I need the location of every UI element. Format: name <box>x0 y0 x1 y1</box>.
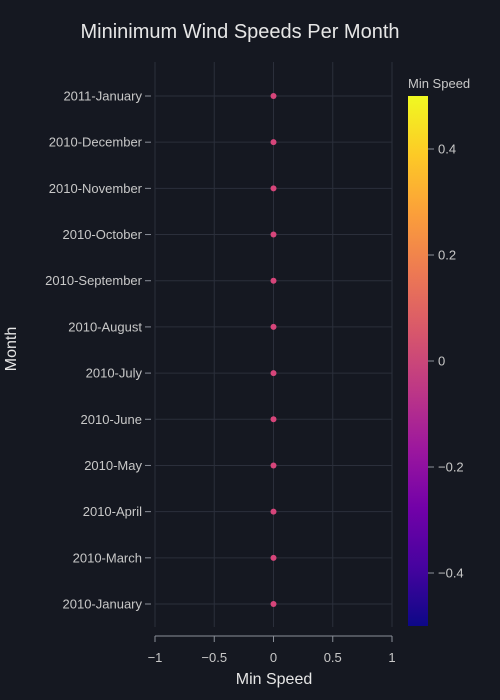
y-tick-label: 2010-June <box>81 412 142 427</box>
x-axis: −1 −0.5 0 0.5 1 <box>148 635 396 665</box>
data-point[interactable] <box>270 185 277 192</box>
y-tick-label: 2010-July <box>86 366 143 381</box>
y-tick-label: 2010-March <box>73 550 142 565</box>
chart-title: Mininimum Wind Speeds Per Month <box>80 21 399 43</box>
data-points <box>270 93 277 607</box>
x-tick-label: 0 <box>270 650 277 665</box>
y-tick-label: 2010-August <box>68 319 142 334</box>
colorbar-gradient[interactable] <box>408 96 428 626</box>
data-point[interactable] <box>270 277 277 284</box>
y-tick-label: 2010-October <box>63 227 143 242</box>
data-point[interactable] <box>270 416 277 423</box>
data-point[interactable] <box>270 601 277 607</box>
data-point[interactable] <box>270 139 277 146</box>
y-tick-label: 2010-September <box>45 273 143 288</box>
colorbar-ticks: −0.4 −0.2 0 0.2 0.4 <box>428 142 464 581</box>
data-point[interactable] <box>270 508 277 515</box>
colorbar-tick-label: 0.4 <box>438 142 456 157</box>
data-point[interactable] <box>270 462 277 469</box>
y-tick-label: 2010-December <box>49 135 143 150</box>
x-tick-label: −0.5 <box>201 650 227 665</box>
colorbar-tick-label: 0.2 <box>438 248 456 263</box>
y-axis: 2010-January 2010-March 2010-April 2010-May… <box>45 89 151 612</box>
y-tick-label: 2010-January <box>63 597 143 612</box>
colorbar-tick-label: 0 <box>438 354 445 369</box>
x-tick-label: −1 <box>148 650 163 665</box>
y-axis-title: Month <box>3 327 20 371</box>
colorbar[interactable]: Min Speed −0.4 −0.2 0 0.2 0.4 <box>408 76 470 626</box>
data-point[interactable] <box>270 370 277 377</box>
x-axis-title: Min Speed <box>236 671 313 688</box>
colorbar-tick-label: −0.4 <box>438 566 464 581</box>
data-point[interactable] <box>270 323 277 330</box>
y-tick-label: 2010-April <box>83 504 142 519</box>
data-point[interactable] <box>270 231 277 238</box>
data-point[interactable] <box>270 554 277 561</box>
y-tick-label: 2011-January <box>63 89 142 104</box>
colorbar-tick-label: −0.2 <box>438 460 464 475</box>
y-tick-label: 2010-November <box>49 181 143 196</box>
y-tick-label: 2010-May <box>84 458 142 473</box>
x-tick-label: 1 <box>388 650 395 665</box>
grid-layer <box>154 62 393 627</box>
x-tick-label: 0.5 <box>324 650 342 665</box>
colorbar-title: Min Speed <box>408 76 470 91</box>
data-point[interactable] <box>270 93 277 99</box>
